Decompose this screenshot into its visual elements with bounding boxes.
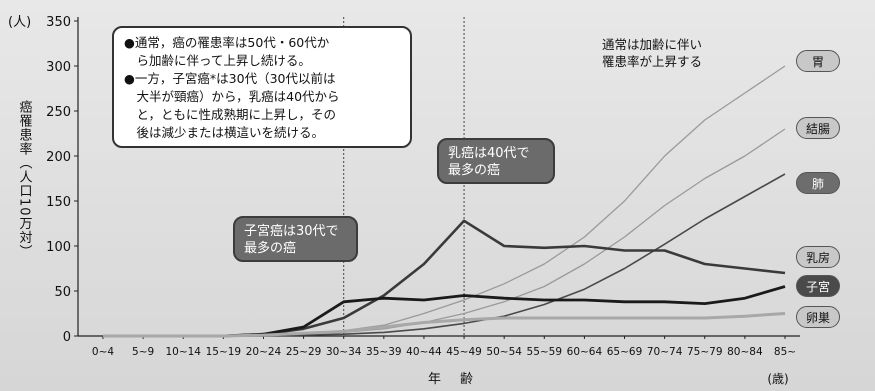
- main-note-line: ●通常，癌の罹患率は50代・60代か: [124, 35, 330, 50]
- y-tick-label: 300: [46, 60, 71, 75]
- x-tick-label: 65~69: [607, 346, 643, 358]
- x-tick-label: 0~4: [92, 346, 114, 358]
- main-note-box: ●通常，癌の罹患率は50代・60代か ら加齢に伴って上昇し続ける。 ●一方，子宮…: [112, 26, 412, 148]
- x-tick-label: 75~79: [687, 346, 723, 358]
- uterus-callout-line: 子宮癌は30代で: [244, 224, 339, 239]
- main-note-line: ら加齢に伴って上昇し続ける。: [124, 53, 311, 68]
- breast-callout-line: 乳癌は40代で: [448, 146, 530, 161]
- legend-label: 卵巣: [796, 306, 840, 328]
- x-tick-label: 80~84: [727, 346, 763, 358]
- legend-label: 乳房: [796, 246, 840, 268]
- x-tick-label: 40~44: [406, 346, 442, 358]
- legend-label: 胃: [796, 50, 840, 72]
- x-tick-label: 55~59: [527, 346, 563, 358]
- x-tick-label: 35~39: [366, 346, 402, 358]
- age-note: 通常は加齢に伴い 罹患率が上昇する: [602, 36, 752, 70]
- x-axis-title: 年 齢: [428, 372, 476, 387]
- y-tick-label: 200: [46, 150, 71, 165]
- x-tick-label: 15~19: [206, 346, 242, 358]
- y-tick-label: 50: [54, 285, 71, 300]
- series-line-肺: [103, 173, 786, 337]
- breast-callout-line: 最多の癌: [448, 163, 501, 178]
- x-tick-label: 60~64: [567, 346, 603, 358]
- uterus-callout: 子宮癌は30代で 最多の癌: [233, 216, 358, 262]
- main-note-line: 大半が頸癌）から，乳癌は40代から: [124, 89, 340, 104]
- y-tick-label: 250: [46, 105, 71, 120]
- main-note-line: ●一方，子宮癌*は30代（30代以前は: [124, 71, 336, 86]
- y-tick-label: 150: [46, 195, 71, 210]
- x-unit-label: (歳): [767, 372, 788, 386]
- main-note-line: 後は減少または横這いを続ける。: [124, 125, 325, 140]
- series-line-卵巣: [103, 312, 786, 338]
- y-tick-label: 350: [46, 15, 71, 30]
- legend-label: 結腸: [796, 117, 840, 139]
- x-tick-label: 10~14: [165, 346, 201, 358]
- x-tick-label: 30~34: [326, 346, 362, 358]
- x-tick-label: 20~24: [246, 346, 282, 358]
- breast-callout: 乳癌は40代で 最多の癌: [437, 138, 555, 184]
- age-note-line: 罹患率が上昇する: [602, 54, 703, 69]
- x-tick-label: 50~54: [486, 346, 522, 358]
- y-axis-title: 癌罹患率（人口10万対）: [17, 99, 33, 258]
- y-tick-label: 0: [63, 330, 71, 345]
- x-tick-label: 45~49: [446, 346, 482, 358]
- uterus-callout-line: 最多の癌: [244, 241, 297, 256]
- y-unit-label: (人): [8, 15, 31, 30]
- series-line-子宮: [103, 285, 786, 338]
- x-tick-label: 70~74: [647, 346, 683, 358]
- x-tick-label: 5~9: [132, 346, 154, 358]
- x-tick-label: 85~: [774, 346, 796, 358]
- legend-label: 肺: [796, 172, 840, 194]
- y-tick-label: 100: [46, 240, 71, 255]
- age-note-line: 通常は加齢に伴い: [602, 37, 703, 52]
- main-note-line: と，ともに性成熟期に上昇し，その: [124, 107, 337, 122]
- x-tick-label: 25~29: [286, 346, 322, 358]
- legend-label: 子宮: [796, 275, 840, 297]
